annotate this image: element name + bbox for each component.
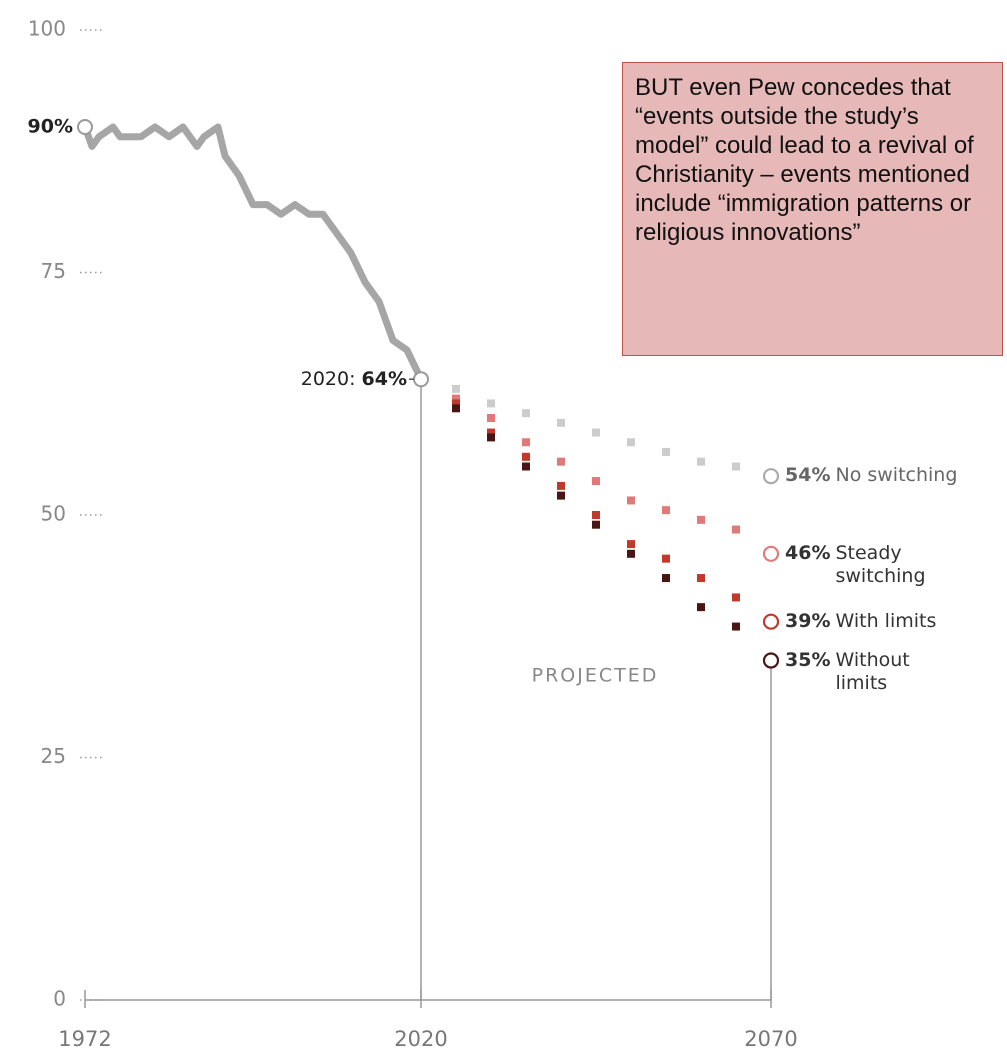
end-point [413,371,429,388]
legend-value: 46% [785,541,831,564]
projection-point [627,496,635,505]
projection-end [762,652,780,669]
legend-entry: 46% Steady switching [785,542,959,588]
projection-point [697,574,705,583]
projection-point [732,525,740,534]
callout: BUT even Pew concedes that “events outsi… [622,62,1003,356]
projection-point [732,622,740,631]
projection-point [662,447,670,456]
projection-point [697,603,705,612]
x-tick-label: 2020 [394,1027,447,1051]
projection-point [557,457,565,466]
projection-point [627,438,635,447]
projection-point [592,428,600,437]
legend-value: 54% [785,464,831,487]
projection-point [557,491,565,500]
start-point [77,119,93,135]
projection-point [522,462,530,471]
projection-point [452,399,460,408]
projection-point [662,574,670,583]
legend-value: 35% [785,648,831,671]
projection-point [662,506,670,515]
legend-name: Without limits [835,648,910,694]
projection-point [487,428,495,437]
y-tick-label: 50 [41,502,66,526]
legend-entry: 54% No switching [785,464,957,487]
projection-point [592,511,600,519]
x-tick-label: 1972 [58,1027,111,1051]
end-year: 2020: [301,368,356,390]
projection-end [762,545,780,562]
projection-end [762,468,780,485]
projection-point [487,433,495,442]
y-tick-label: 0 [53,987,66,1011]
legend-name: No switching [835,464,958,487]
y-tick-label: 75 [41,259,66,283]
projection-point [557,481,565,490]
projection-point [522,452,530,461]
projection-point [732,462,740,471]
projection-point [697,457,705,466]
projection-point [487,414,495,422]
projection-point [697,515,705,524]
projection-point [557,418,565,427]
legend-entry: 39% With limits [785,610,936,633]
start-label: 90% [28,116,73,138]
legend-entry: 35% Without limits [785,649,959,695]
projection-point [627,540,635,549]
projection-point [452,394,460,403]
legend-value: 39% [785,609,831,632]
projection-point [452,384,460,393]
projection-point [522,438,530,447]
projection-point [522,409,530,418]
x-tick-label: 2070 [744,1027,797,1051]
projection-point [732,593,740,602]
legend-name: With limits [835,609,937,632]
end-value: 64% [362,368,407,390]
legend-name: Steady switching [835,541,926,587]
y-tick-label: 100 [28,17,66,41]
projection-point [487,399,495,408]
projection-point [662,554,670,563]
projection-point [627,549,635,558]
end-annotation: 2020: 64% [301,368,407,390]
projection-point [452,404,460,413]
projection-point [592,520,600,529]
history-line [81,123,425,381]
projection-end [762,613,780,630]
annotation: PROJECTED [532,665,659,687]
projection-point [592,477,600,486]
y-tick-label: 25 [41,744,66,768]
